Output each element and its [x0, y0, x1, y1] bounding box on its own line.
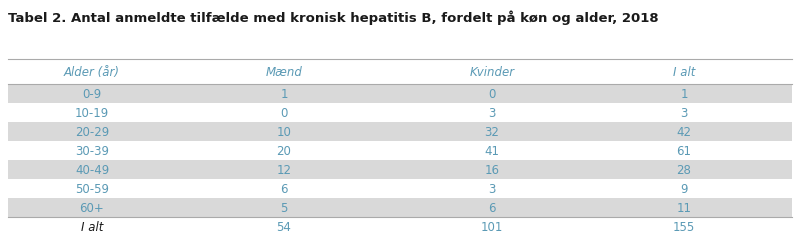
- Text: 54: 54: [277, 220, 291, 231]
- Text: 10-19: 10-19: [75, 106, 109, 119]
- Text: 20-29: 20-29: [75, 125, 109, 138]
- Text: 6: 6: [488, 201, 496, 214]
- Text: 6: 6: [280, 182, 288, 195]
- Bar: [8, 198, 792, 217]
- Bar: [8, 84, 792, 103]
- Text: 61: 61: [677, 144, 691, 157]
- Text: 3: 3: [488, 106, 496, 119]
- Text: 41: 41: [485, 144, 499, 157]
- Text: Kvinder: Kvinder: [470, 66, 514, 79]
- Text: 1: 1: [280, 87, 288, 100]
- Text: 28: 28: [677, 163, 691, 176]
- Text: 10: 10: [277, 125, 291, 138]
- Text: 5: 5: [280, 201, 288, 214]
- Bar: [8, 217, 792, 231]
- Text: 101: 101: [481, 220, 503, 231]
- Text: I alt: I alt: [673, 66, 695, 79]
- Text: Mænd: Mænd: [266, 66, 302, 79]
- Text: 3: 3: [488, 182, 496, 195]
- Bar: [8, 160, 792, 179]
- Text: 12: 12: [277, 163, 291, 176]
- Text: 3: 3: [680, 106, 688, 119]
- Text: 30-39: 30-39: [75, 144, 109, 157]
- Text: 0: 0: [280, 106, 288, 119]
- Text: 50-59: 50-59: [75, 182, 109, 195]
- Text: 32: 32: [485, 125, 499, 138]
- Text: 0-9: 0-9: [82, 87, 102, 100]
- Text: 1: 1: [680, 87, 688, 100]
- Text: 16: 16: [485, 163, 499, 176]
- Text: I alt: I alt: [81, 220, 103, 231]
- Bar: [8, 141, 792, 160]
- Text: Tabel 2. Antal anmeldte tilfælde med kronisk hepatitis B, fordelt på køn og alde: Tabel 2. Antal anmeldte tilfælde med kro…: [8, 10, 658, 25]
- Text: 11: 11: [677, 201, 691, 214]
- Text: 0: 0: [488, 87, 496, 100]
- Bar: [8, 103, 792, 122]
- Bar: [8, 179, 792, 198]
- Text: 40-49: 40-49: [75, 163, 109, 176]
- Text: Alder (år): Alder (år): [64, 66, 120, 79]
- Bar: [8, 122, 792, 141]
- Text: 155: 155: [673, 220, 695, 231]
- Text: 60+: 60+: [80, 201, 104, 214]
- Text: 20: 20: [277, 144, 291, 157]
- Text: 42: 42: [677, 125, 691, 138]
- Text: 9: 9: [680, 182, 688, 195]
